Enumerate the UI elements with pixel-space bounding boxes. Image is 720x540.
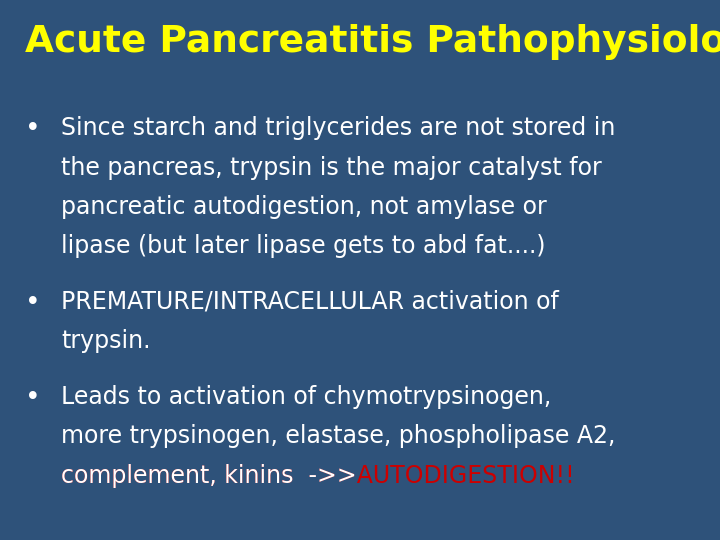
Text: lipase (but later lipase gets to abd fat....): lipase (but later lipase gets to abd fat… [61, 234, 546, 258]
Text: complement, kinins  ->>: complement, kinins ->> [61, 464, 357, 488]
Text: PREMATURE/INTRACELLULAR activation of: PREMATURE/INTRACELLULAR activation of [61, 290, 559, 314]
Text: complement, kinins  ->>AUTODIGESTION!!: complement, kinins ->>AUTODIGESTION!! [61, 464, 575, 488]
Text: •: • [25, 116, 41, 142]
Text: trypsin.: trypsin. [61, 329, 150, 353]
Text: pancreatic autodigestion, not amylase or: pancreatic autodigestion, not amylase or [61, 195, 547, 219]
Text: Leads to activation of chymotrypsinogen,: Leads to activation of chymotrypsinogen, [61, 385, 552, 409]
Text: •: • [25, 385, 41, 411]
Text: Since starch and triglycerides are not stored in: Since starch and triglycerides are not s… [61, 116, 616, 140]
Text: more trypsinogen, elastase, phospholipase A2,: more trypsinogen, elastase, phospholipas… [61, 424, 616, 448]
Text: Acute Pancreatitis Pathophysiology: Acute Pancreatitis Pathophysiology [25, 24, 720, 60]
Text: the pancreas, trypsin is the major catalyst for: the pancreas, trypsin is the major catal… [61, 156, 602, 179]
Text: •: • [25, 290, 41, 316]
